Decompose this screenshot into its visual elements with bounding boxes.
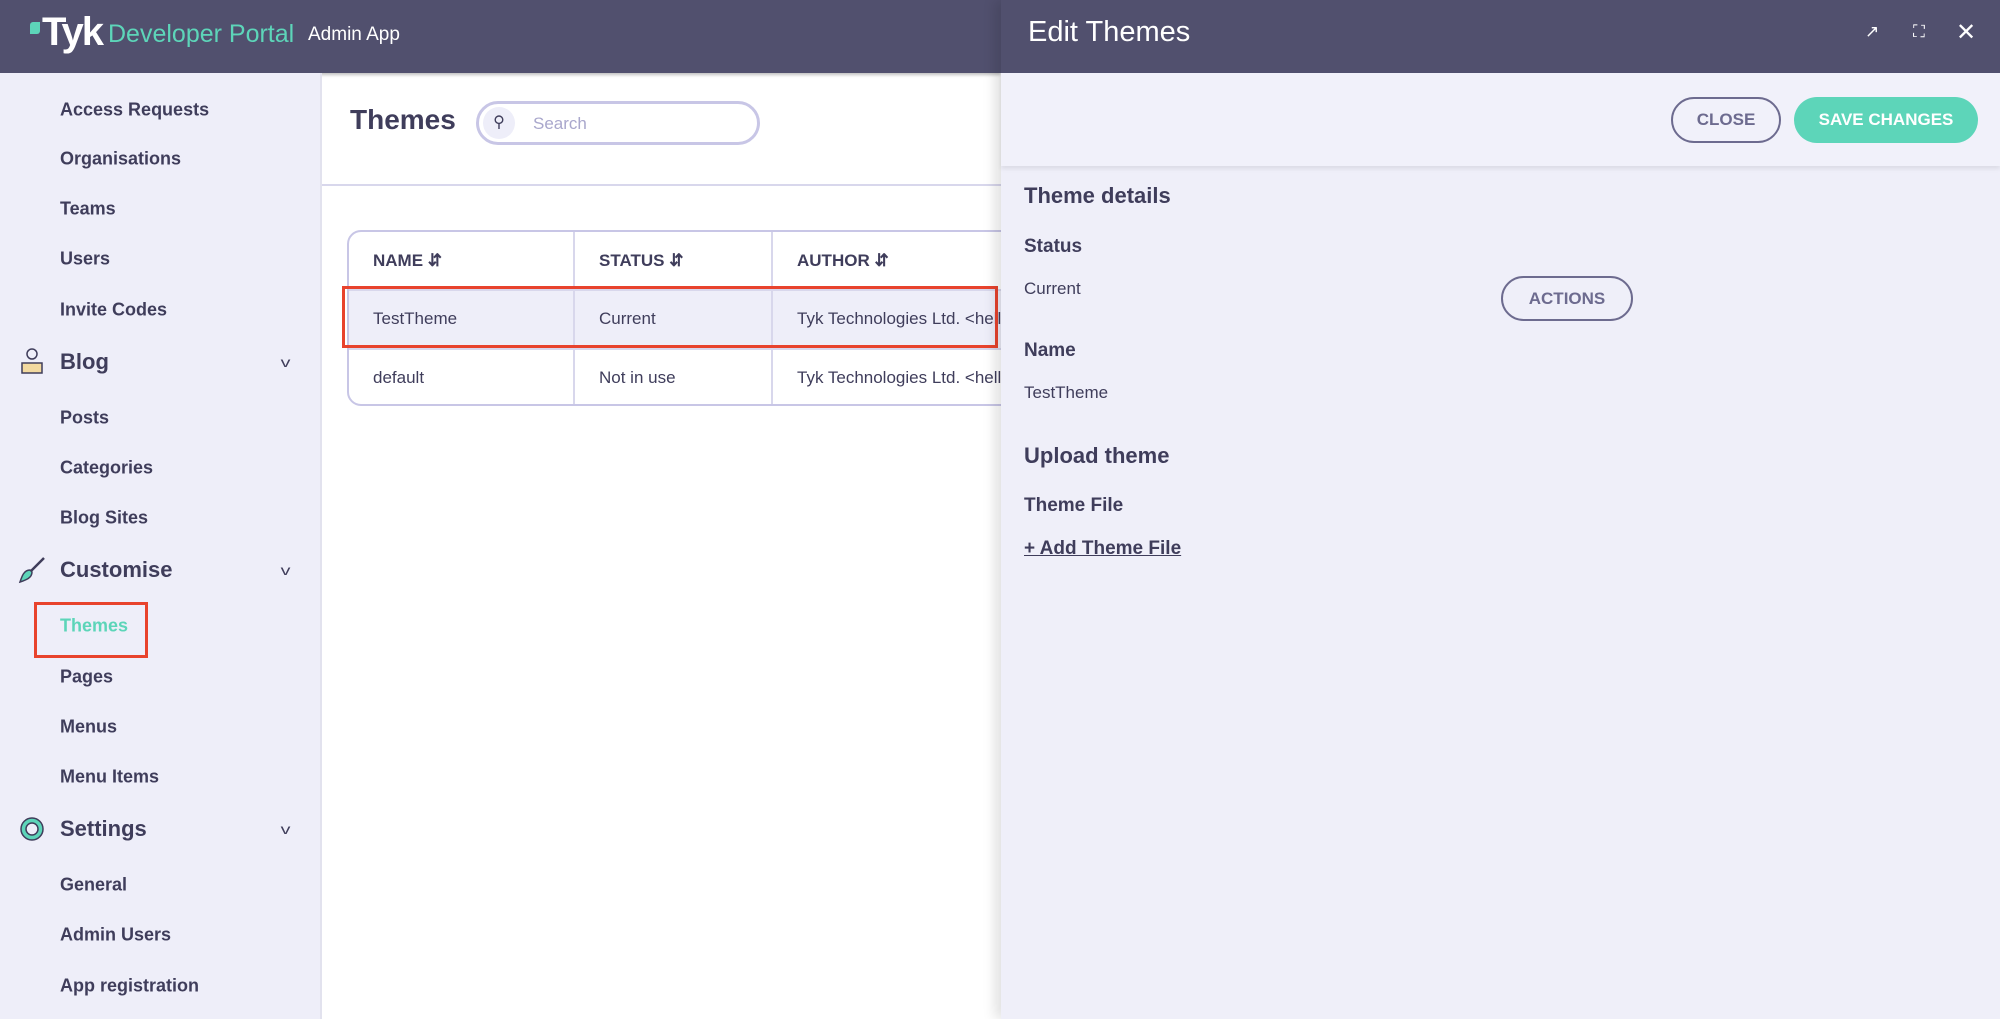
table-cell[interactable]: default [373, 368, 425, 387]
sidebar: Access Requests Organisations Teams User… [0, 73, 322, 1019]
panel-title: Edit Themes [1028, 16, 1191, 48]
divider [349, 348, 1045, 350]
sidebar-item-invite-codes[interactable]: Invite Codes [60, 299, 168, 320]
sidebar-item-teams[interactable]: Teams [60, 198, 116, 219]
chevron-down-icon[interactable]: v [280, 354, 291, 370]
sidebar-item-admin-users[interactable]: Admin Users [60, 924, 172, 945]
table-cell: Tyk Technologies Ltd. <hello [797, 368, 1011, 387]
top-bar: Tyk Developer Portal Admin App [0, 0, 1001, 73]
save-changes-button[interactable]: SAVE CHANGES [1794, 97, 1978, 143]
selected-row-bg [349, 290, 1045, 349]
sidebar-item-organisations[interactable]: Organisations [60, 148, 182, 169]
highlight-box [342, 286, 998, 348]
divider [322, 184, 1001, 186]
table-cell: Tyk Technologies Ltd. <hello [797, 309, 1011, 328]
sort-icon[interactable]: ⇵ [669, 251, 684, 270]
column-label: STATUS [599, 251, 665, 270]
sidebar-item-general[interactable]: General [60, 874, 128, 895]
search-input[interactable]: ⚲ Search [476, 101, 760, 145]
app-name: Admin App [308, 24, 400, 45]
column-header-author[interactable]: AUTHOR ⇵ [773, 232, 889, 290]
sidebar-item-categories[interactable]: Categories [60, 457, 154, 478]
sidebar-item-pages[interactable]: Pages [60, 666, 114, 687]
divider [349, 289, 1045, 291]
expand-icon[interactable]: ⛶ [1913, 22, 1925, 41]
sidebar-section-blog[interactable]: Blog [60, 349, 109, 374]
column-label: AUTHOR [797, 251, 870, 270]
table-cell: Current [599, 309, 656, 328]
logo-product: Developer Portal [108, 20, 295, 48]
sidebar-item-themes[interactable]: Themes [60, 615, 129, 636]
logo-icon [30, 22, 40, 34]
open-external-icon[interactable]: ↗ [1865, 22, 1880, 41]
table-cell[interactable]: TestTheme [373, 309, 458, 328]
close-icon[interactable]: ✕ [1956, 19, 1977, 46]
sidebar-item-users[interactable]: Users [60, 248, 111, 269]
brush-icon [18, 557, 45, 584]
themes-table: NAME ⇵ STATUS ⇵ AUTHOR ⇵ TestTheme Curre… [347, 230, 1047, 406]
edit-themes-panel: Edit Themes ↗ ⛶ ✕ CLOSE SAVE CHANGES The… [1001, 0, 2000, 1019]
sidebar-section-customise[interactable]: Customise [60, 557, 173, 582]
name-value: TestTheme [1024, 383, 1109, 402]
search-placeholder: Search [533, 114, 587, 133]
sidebar-item-menus[interactable]: Menus [60, 716, 118, 737]
actions-button[interactable]: ACTIONS [1501, 276, 1633, 321]
sidebar-section-settings[interactable]: Settings [60, 816, 147, 841]
highlight-box [34, 602, 148, 658]
page-title: Themes [350, 104, 456, 135]
add-theme-file-link[interactable]: + Add Theme File [1024, 538, 1182, 559]
search-icon: ⚲ [483, 107, 515, 139]
logo-tyk[interactable]: Tyk [42, 10, 104, 54]
sidebar-item-app-registration[interactable]: App registration [60, 975, 200, 996]
panel-header: Edit Themes ↗ ⛶ ✕ [1001, 0, 2000, 73]
gear-icon [20, 817, 44, 841]
divider [771, 232, 773, 404]
sidebar-item-access-requests[interactable]: Access Requests [60, 99, 210, 120]
chevron-down-icon[interactable]: v [280, 821, 291, 837]
table-cell: Not in use [599, 368, 676, 387]
sidebar-item-blog-sites[interactable]: Blog Sites [60, 507, 149, 528]
sidebar-item-menu-items[interactable]: Menu Items [60, 766, 160, 787]
chevron-down-icon[interactable]: v [280, 562, 291, 578]
panel-actions: CLOSE SAVE CHANGES [1001, 73, 2000, 166]
sidebar-item-posts[interactable]: Posts [60, 407, 110, 428]
status-value: Current [1024, 279, 1081, 298]
name-label: Name [1024, 340, 1076, 361]
section-theme-details: Theme details [1024, 183, 1171, 208]
close-button[interactable]: CLOSE [1671, 97, 1781, 143]
divider [573, 232, 575, 404]
column-header-status[interactable]: STATUS ⇵ [575, 232, 771, 290]
sort-icon[interactable]: ⇵ [427, 251, 443, 270]
theme-file-label: Theme File [1024, 495, 1124, 516]
section-upload-theme: Upload theme [1024, 443, 1170, 468]
sort-icon[interactable]: ⇵ [874, 251, 889, 270]
column-label: NAME [373, 251, 424, 270]
status-label: Status [1024, 236, 1083, 257]
column-header-name[interactable]: NAME ⇵ [349, 232, 573, 290]
blog-icon [21, 348, 43, 374]
